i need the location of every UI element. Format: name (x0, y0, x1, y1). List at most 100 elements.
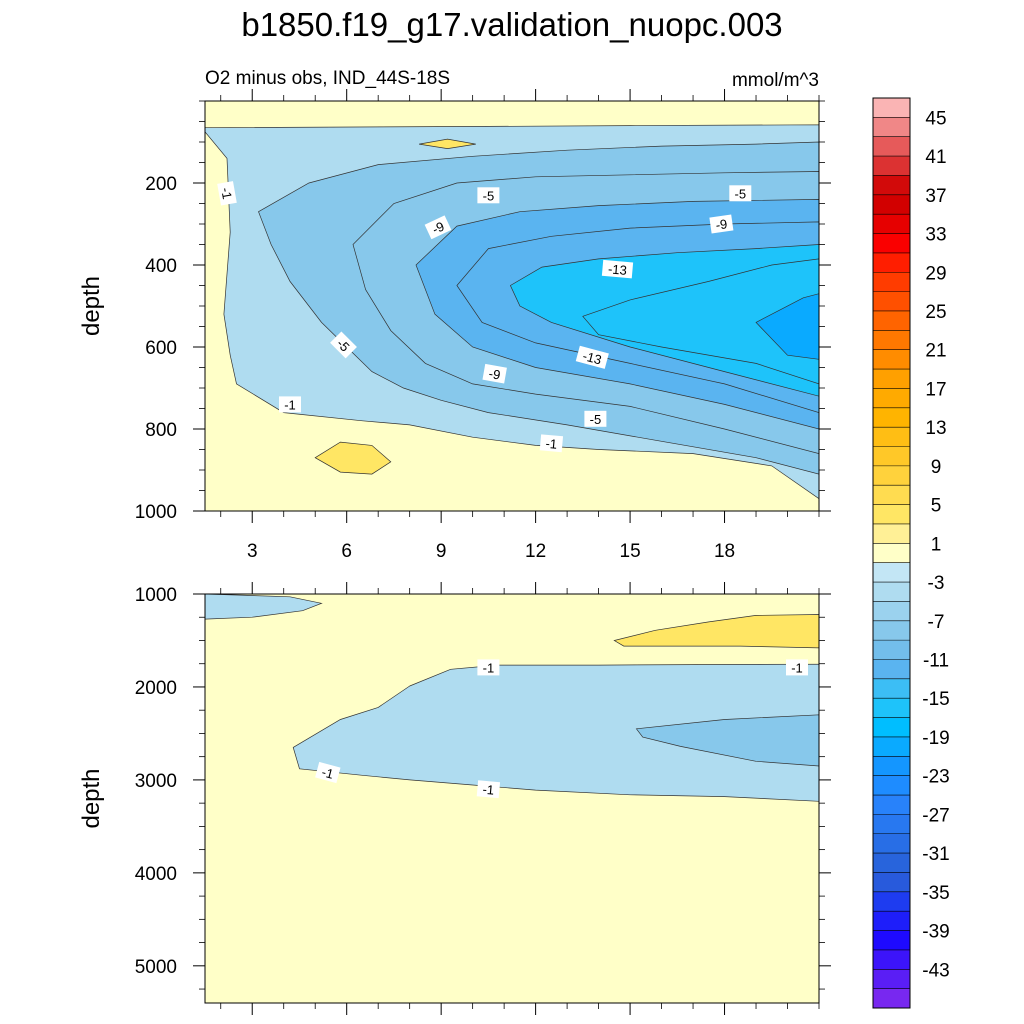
colorbar-label: -3 (928, 573, 945, 594)
colorbar-box (873, 427, 910, 447)
contour-label-box (601, 259, 634, 279)
contour-label: -9 (482, 363, 507, 384)
colorbar-box (873, 349, 910, 370)
colorbar-box (873, 891, 910, 912)
colorbar-box (873, 601, 910, 622)
colorbar-box (873, 214, 910, 234)
colorbar-box (873, 543, 910, 563)
x-tick-label: 15 (620, 541, 641, 562)
contour-region (205, 594, 323, 620)
colorbar-label: -35 (922, 883, 949, 904)
colorbar-label: -23 (922, 767, 949, 788)
colorbar-box (873, 949, 910, 970)
contour-positive-patch (419, 138, 476, 149)
colorbar-label: 17 (925, 379, 946, 400)
y-tick-label: 600 (145, 338, 177, 359)
contour-label-box (709, 214, 734, 234)
contour-label-box (477, 187, 500, 204)
colorbar-box (873, 911, 910, 931)
colorbar-label: -27 (922, 805, 949, 826)
colorbar-box (873, 504, 910, 525)
colorbar-box (873, 291, 910, 312)
units-label: mmol/m^3 (732, 70, 819, 91)
contour-label-text: -1 (218, 186, 235, 200)
colorbar-label: 13 (925, 418, 946, 439)
contour-label: -13 (575, 345, 609, 369)
colorbar-box (873, 194, 910, 215)
y-tick-label: 2000 (135, 678, 177, 699)
colorbar-box (873, 640, 910, 660)
colorbar-label: 1 (931, 534, 942, 555)
contour-label-text: -1 (284, 397, 296, 412)
colorbar-box (873, 930, 910, 951)
colorbar-box (873, 136, 910, 157)
colorbar-box (873, 756, 910, 776)
colorbar-box (873, 853, 910, 873)
contour-label-box (539, 434, 564, 453)
colorbar-label: -11 (923, 651, 949, 672)
contour-label-text: -5 (735, 186, 747, 201)
colorbar-label: 25 (925, 302, 946, 323)
contour-label-text: -9 (430, 219, 447, 237)
y-axis-label: depth (78, 276, 105, 336)
contour-label: -9 (424, 215, 452, 240)
contour-region (582, 258, 819, 385)
contour-label: -1 (315, 761, 341, 784)
contour-label: -1 (539, 434, 564, 453)
colorbar-box (873, 98, 910, 118)
contour-label: -5 (330, 331, 357, 359)
colorbar-box (873, 156, 910, 176)
colorbar-box (873, 485, 910, 505)
colorbar-box (873, 465, 910, 486)
colorbar-label: 41 (925, 147, 946, 168)
colorbar-label: 45 (925, 108, 946, 129)
colorbar-label: 9 (931, 457, 942, 478)
colorbar-box (873, 717, 910, 738)
colorbar-box (873, 523, 910, 544)
colorbar-label: 37 (925, 186, 946, 207)
colorbar-box (873, 795, 910, 815)
y-tick-label: 800 (145, 420, 177, 441)
contour-label-box (575, 345, 609, 369)
contour-field: -1 -1 -1 -1 (205, 594, 819, 1003)
contour-label-text: -5 (483, 188, 495, 203)
y-tick-label: 4000 (135, 864, 177, 885)
x-tick-label: 9 (436, 541, 447, 562)
upper-panel: -1 -5 -5 -9 -9 -13 -5 -13 -9 -1 -5 -1 200 400 600 800 10… (78, 89, 831, 562)
colorbar-box (873, 775, 910, 796)
colorbar-label: -39 (922, 922, 949, 943)
contour-label-text: -1 (482, 782, 495, 798)
contour-label-box (217, 181, 237, 206)
contour-label-text: -9 (715, 216, 729, 232)
contour-label-box (584, 410, 607, 427)
contour-background (205, 594, 819, 1003)
colorbar-frame (872, 97, 911, 1009)
contour-label-box (482, 363, 507, 384)
colorbar-label: -19 (922, 728, 949, 749)
contour-field: -1 -5 -5 -9 -9 -13 -5 -13 -9 -1 -5 -1 (205, 101, 819, 511)
contour-region (635, 714, 819, 767)
x-tick-label: 18 (714, 541, 735, 562)
colorbar-box (873, 407, 910, 428)
x-tick-label: 12 (525, 541, 546, 562)
contour-label: -1 (477, 659, 500, 676)
y-tick-label: 5000 (135, 957, 177, 978)
colorbar-box (873, 330, 910, 350)
contour-label: -9 (709, 214, 734, 234)
y-axis-label: depth (78, 768, 105, 828)
contour-label: -1 (217, 181, 237, 206)
colorbar: 45 41 37 33 29 25 21 17 13 9 5 1 -3 -7 -11 -15 -19 -23 -27… (872, 97, 950, 1009)
contour-positive-patch (613, 614, 819, 649)
colorbar-box (873, 446, 910, 467)
contour-label: -5 (729, 185, 752, 202)
plot-frame (204, 593, 820, 1004)
contour-label-box (477, 659, 500, 676)
colorbar-box (873, 388, 910, 409)
contour-label-text: -1 (545, 436, 558, 452)
colorbar-box (873, 678, 910, 699)
colorbar-label: 5 (931, 496, 942, 517)
contour-label: -5 (477, 187, 500, 204)
contour-region (755, 293, 819, 360)
chart-subtitle: O2 minus obs, IND_44S-18S (205, 68, 450, 89)
